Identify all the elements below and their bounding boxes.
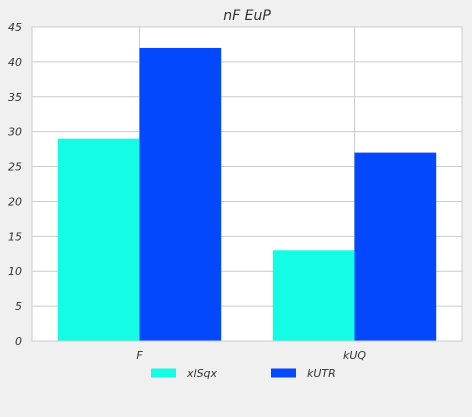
y-tick-label: 40 — [8, 56, 22, 69]
legend-label: kUTR — [307, 367, 336, 380]
bar — [57, 138, 140, 341]
x-tick-label: F — [136, 349, 143, 362]
bar — [139, 47, 222, 341]
y-tick-label: 20 — [8, 195, 22, 208]
y-tick-label: 5 — [15, 300, 22, 313]
y-tick-label: 45 — [8, 21, 22, 34]
y-tick-label: 25 — [8, 161, 22, 174]
y-tick-label: 30 — [8, 126, 22, 139]
y-tick-label: 0 — [15, 335, 22, 348]
plot-area: 0 5 10 15 20 25 30 35 40 45 F kUQ — [8, 21, 463, 362]
y-tick-label: 35 — [8, 91, 22, 104]
legend-swatch — [151, 368, 176, 378]
bar — [272, 250, 355, 341]
y-tick-label: 15 — [8, 230, 22, 243]
y-tick-label: 10 — [8, 265, 22, 278]
plot-frame — [31, 26, 463, 342]
legend: xlSqx kUTR — [151, 367, 336, 380]
legend-swatch — [271, 368, 296, 378]
bar — [354, 152, 437, 341]
legend-label: xlSqx — [186, 367, 218, 380]
x-tick-label: kUQ — [343, 349, 366, 362]
chart-title: nF EuP — [223, 8, 271, 24]
